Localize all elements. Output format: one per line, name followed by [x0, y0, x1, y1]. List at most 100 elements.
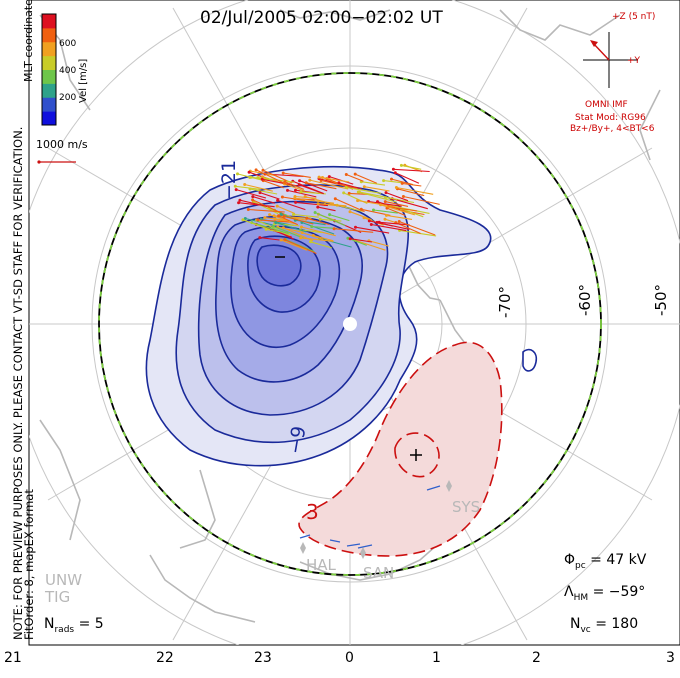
velocity-vector-origin	[354, 225, 357, 229]
velocity-vector-origin	[393, 171, 397, 175]
fit-order-note: FitOrder: 8, mapEX format	[22, 489, 36, 640]
velocity-vector	[299, 180, 328, 192]
velocity-vector-origin	[258, 191, 262, 195]
velocity-vector	[310, 241, 332, 249]
velocity-vector	[346, 186, 382, 194]
colorbar-segment	[42, 41, 56, 57]
contour-plus-3	[298, 341, 503, 557]
velocity-vector-origin	[260, 177, 264, 181]
velocity-vector	[275, 222, 307, 233]
stat-nrads: Nrads = 5	[44, 616, 104, 635]
velocity-vector	[376, 221, 410, 230]
velocity-vector-origin	[342, 191, 346, 195]
velocity-vector-origin	[344, 173, 348, 176]
velocity-vector	[284, 239, 317, 255]
velocity-vector	[263, 180, 284, 189]
velocity-vector-origin	[241, 218, 245, 222]
velocity-vector-origin	[391, 167, 395, 171]
velocity-vector-origin	[247, 170, 251, 174]
radar-label-unw: UNW	[45, 571, 83, 589]
velocity-vector-origin	[316, 205, 320, 209]
velocity-vector-origin	[275, 204, 279, 208]
velocity-vector	[361, 181, 386, 186]
velocity-vector	[393, 168, 430, 173]
velocity-vector-origin	[382, 179, 386, 183]
velocity-vector-origin	[316, 202, 320, 206]
velocity-vector	[235, 185, 261, 190]
velocity-vector-origin	[375, 220, 379, 224]
velocity-vector-origin	[313, 211, 317, 214]
velocity-vector	[368, 240, 389, 247]
velocity-vector	[368, 200, 402, 207]
velocity-vector	[283, 172, 311, 178]
radar-marker-san	[360, 547, 366, 559]
velocity-vector	[403, 195, 440, 205]
plot-frame	[28, 0, 680, 646]
velocity-vector-origin	[292, 213, 295, 216]
velocity-vector	[338, 182, 362, 190]
velocity-vector	[273, 225, 305, 239]
colorbar-segment	[42, 111, 56, 126]
velocity-vector-origin	[243, 217, 247, 220]
radar-label-hal: HAL	[306, 556, 336, 574]
velocity-vector	[269, 214, 290, 222]
latitude-label-50: -50°	[652, 284, 670, 316]
velocity-vector-origin	[299, 190, 303, 194]
velocity-vector	[399, 220, 436, 236]
imf-source: OMNI IMF	[585, 100, 628, 110]
velocity-vector-origin	[348, 237, 352, 241]
velocity-vector	[319, 237, 352, 248]
velocity-vector-origin	[327, 175, 331, 179]
velocity-vector	[248, 208, 285, 213]
velocity-vector-origin	[286, 188, 289, 192]
colorbar-segment	[42, 97, 56, 112]
imf-z-label: +Z (5 nT)	[612, 12, 656, 22]
velocity-vector	[252, 196, 275, 204]
radar-marker-hal	[300, 542, 306, 554]
imf-conditions: Bz+/By+, 4<BT<6	[570, 124, 655, 134]
velocity-vector	[397, 188, 425, 197]
velocity-vector-origin	[236, 172, 239, 176]
velocity-vector-origin	[333, 197, 337, 201]
stat-phi-pc: Φpc = 47 kV	[564, 552, 647, 571]
velocity-vector	[395, 172, 420, 184]
velocity-vector-origin	[318, 217, 322, 221]
velocity-vector	[287, 215, 307, 221]
imf-clock-dial	[583, 32, 638, 88]
velocity-vector-origin	[367, 219, 371, 223]
velocity-vector	[314, 211, 346, 227]
velocity-vector	[373, 209, 398, 214]
velocity-vector-origin	[303, 195, 307, 198]
vector-scale-label: 1000 m/s	[36, 138, 88, 151]
latitude-label-60: -60°	[576, 284, 594, 316]
velocity-vector-origin	[251, 195, 255, 199]
velocity-vector-origin	[294, 200, 298, 204]
velocity-vector	[391, 178, 414, 186]
velocity-vector	[358, 191, 397, 203]
velocity-vector-origin	[317, 175, 321, 179]
hmb-boundary-dash	[98, 72, 602, 576]
velocity-vector-origin	[383, 217, 387, 221]
velocity-vector-origin	[390, 177, 393, 181]
velocity-vector	[319, 176, 350, 183]
scattered-vectors	[299, 485, 441, 549]
velocity-vector	[379, 221, 410, 226]
pole-marker	[343, 317, 357, 331]
velocity-vector-origin	[400, 181, 404, 185]
colorbar-outline	[41, 13, 57, 126]
velocity-vector	[306, 217, 330, 226]
velocity-vector	[320, 218, 342, 222]
mlt-label-2: 2	[532, 650, 541, 666]
contour-21	[256, 244, 302, 287]
velocity-vector	[359, 191, 398, 200]
velocity-vector-origin	[294, 188, 297, 192]
velocity-vector	[388, 206, 418, 212]
mlt-label-3: 3	[666, 650, 675, 666]
velocity-vector-origin	[399, 163, 403, 167]
small-neg-contour	[522, 348, 538, 372]
velocity-vector-origin	[263, 216, 267, 220]
velocity-vector	[249, 188, 278, 195]
velocity-vector	[386, 214, 413, 220]
velocity-vector-origin	[246, 208, 250, 211]
velocity-vector-origin	[280, 195, 284, 199]
